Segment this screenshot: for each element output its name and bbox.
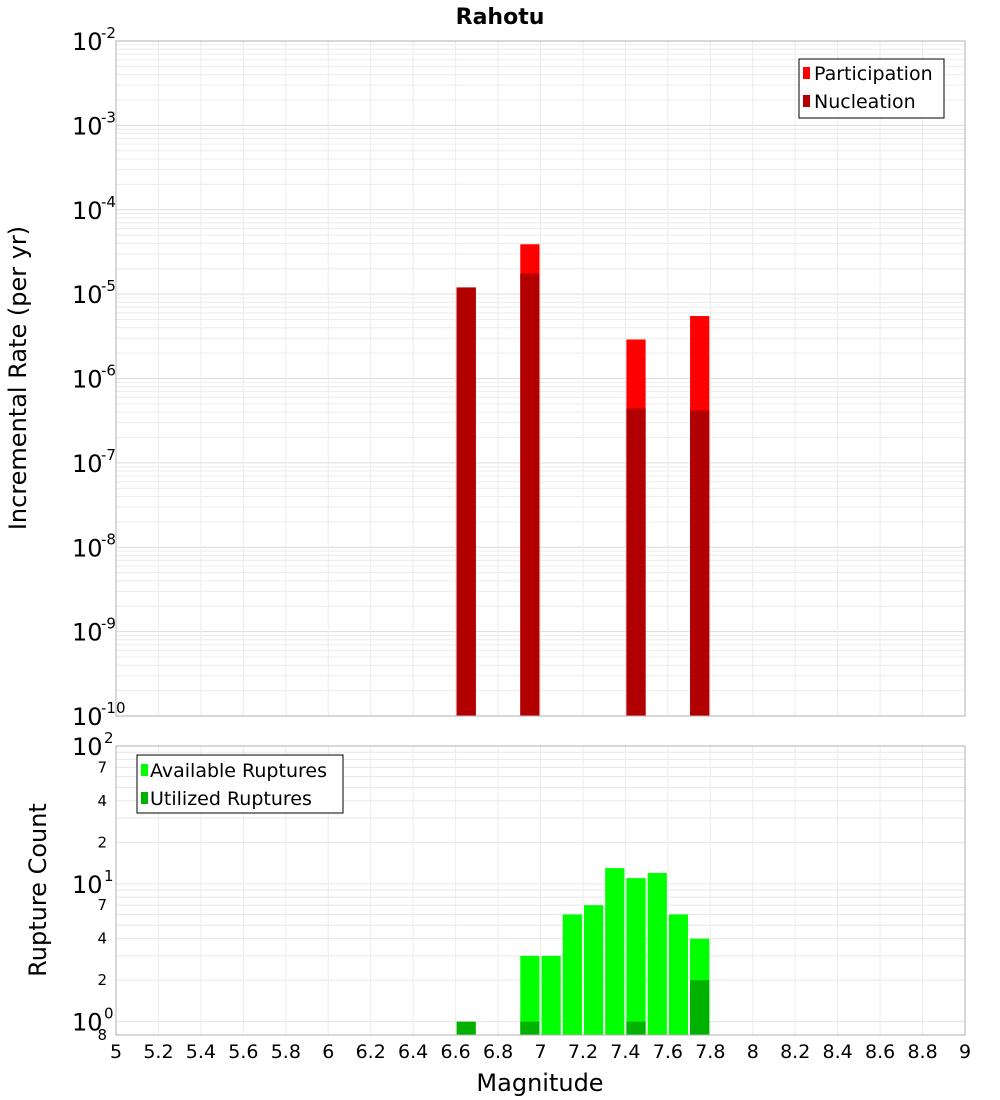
utilized-ruptures-legend-swatch	[141, 792, 148, 804]
count-bars	[456, 868, 710, 1035]
utilized-ruptures-bar	[456, 1021, 476, 1035]
rate-y-tick-label: 10	[72, 281, 103, 309]
count-y-tick-label: 10	[72, 871, 103, 899]
magnitude-x-tick-label: 6.2	[356, 1041, 386, 1063]
rate-y-tick-exponent: -7	[101, 446, 116, 464]
count-y-minor-tick-label: 4	[97, 792, 107, 810]
count-y-tick-label: 10	[72, 733, 103, 761]
rate-y-tick-exponent: -8	[101, 530, 116, 548]
rate-y-tick-exponent: -6	[101, 362, 116, 380]
count-plot-border	[115, 745, 966, 1036]
utilized-ruptures-legend-label: Utilized Ruptures	[150, 788, 312, 810]
rate-y-tick-label: 10	[72, 28, 103, 56]
count-y-minor-tick-label: 7	[97, 896, 107, 914]
rate-y-tick-label: 10	[72, 619, 103, 647]
count-legend: Available Ruptures Utilized Ruptures	[136, 754, 344, 814]
count-y-tick-exponent: 0	[104, 1005, 114, 1023]
magnitude-x-tick-label: 6.8	[483, 1041, 513, 1063]
rate-grid	[115, 41, 966, 717]
available-ruptures-bar	[605, 868, 625, 1035]
nucleation-legend-label: Nucleation	[814, 91, 916, 113]
rate-legend: Participation Nucleation	[798, 58, 945, 119]
rate-y-tick-label: 10	[72, 534, 103, 562]
available-ruptures-bar	[541, 955, 561, 1035]
rate-plot-border	[115, 40, 966, 717]
count-y-minor-tick-label: 8	[97, 1026, 107, 1044]
participation-legend-label: Participation	[814, 63, 933, 85]
utilized-ruptures-bar	[690, 980, 710, 1035]
chart-title: Rahotu	[456, 5, 545, 30]
rate-y-tick-label: 10	[72, 112, 103, 140]
available-ruptures-bar	[626, 878, 646, 1035]
magnitude-x-tick-label: 9	[959, 1041, 971, 1063]
nucleation-bar	[626, 408, 646, 716]
magnitude-x-tick-label: 7.8	[695, 1041, 725, 1063]
count-y-tick-exponent: 1	[104, 867, 114, 885]
count-y-axis-label: Rupture Count	[24, 803, 52, 977]
magnitude-x-tick-label: 5.4	[186, 1041, 216, 1063]
rate-y-tick-label: 10	[72, 366, 103, 394]
magnitude-x-tick-label: 7	[534, 1041, 546, 1063]
count-y-minor-tick-label: 2	[97, 971, 107, 989]
available-ruptures-bar	[520, 955, 540, 1035]
magnitude-x-tick-label: 8.4	[823, 1041, 853, 1063]
available-ruptures-legend-label: Available Ruptures	[150, 760, 327, 782]
available-ruptures-bar	[668, 914, 689, 1035]
magnitude-x-tick-label: 8	[747, 1041, 759, 1063]
magnitude-x-tick-label: 6	[322, 1041, 334, 1063]
count-y-tick-exponent: 2	[104, 729, 114, 747]
utilized-ruptures-bar	[520, 1021, 540, 1035]
utilized-ruptures-bar	[626, 1021, 646, 1035]
available-ruptures-bar	[583, 905, 604, 1035]
participation-legend-swatch	[803, 67, 810, 79]
magnitude-x-tick-label: 8.8	[907, 1041, 937, 1063]
magnitude-x-tick-label: 8.2	[780, 1041, 810, 1063]
magnitude-x-tick-label: 6.4	[398, 1041, 428, 1063]
magnitude-x-axis-label: Magnitude	[476, 1069, 603, 1097]
available-ruptures-bar	[562, 914, 582, 1035]
count-y-minor-tick-label: 7	[97, 758, 107, 776]
nucleation-bar	[690, 410, 710, 716]
rate-y-axis-label: Incremental Rate (per yr)	[4, 226, 32, 530]
rate-y-tick-exponent: -9	[101, 615, 116, 633]
rate-legend-box	[798, 58, 945, 119]
nucleation-bar	[456, 287, 476, 716]
rate-y-tick-label: 10	[72, 450, 103, 478]
rate-y-tick-exponent: -10	[101, 699, 126, 717]
rate-y-tick-label: 10	[72, 703, 103, 731]
available-ruptures-legend-swatch	[141, 764, 148, 776]
count-y-minor-tick-label: 2	[97, 833, 107, 851]
rate-y-tick-exponent: -2	[101, 24, 116, 42]
magnitude-x-ticks: 5 5.2 5.4 5.6 5.8 6 6.2 6.4 6.6 6.8 7 7.2 7.4 7.6 7.8 8…	[110, 1041, 971, 1063]
magnitude-x-tick-label: 6.6	[440, 1041, 470, 1063]
rate-y-tick-exponent: -3	[101, 108, 116, 126]
magnitude-x-tick-label: 5	[110, 1041, 122, 1063]
magnitude-x-tick-label: 7.4	[610, 1041, 640, 1063]
magnitude-x-tick-label: 7.6	[653, 1041, 683, 1063]
rate-bars	[456, 244, 710, 717]
available-ruptures-bar	[647, 872, 667, 1035]
count-y-tick-label: 10	[72, 1009, 103, 1037]
count-y-minor-tick-label: 4	[97, 930, 107, 948]
rate-y-tick-label: 10	[72, 197, 103, 225]
count-legend-box	[136, 754, 344, 814]
magnitude-x-tick-label: 5.8	[271, 1041, 301, 1063]
magnitude-x-tick-label: 5.6	[228, 1041, 258, 1063]
magnitude-x-tick-label: 7.2	[568, 1041, 598, 1063]
rate-y-tick-exponent: -5	[101, 277, 116, 295]
nucleation-bar	[520, 273, 540, 716]
nucleation-legend-swatch	[803, 95, 810, 107]
magnitude-x-tick-label: 8.6	[865, 1041, 895, 1063]
magnitude-x-tick-label: 5.2	[143, 1041, 173, 1063]
rate-y-tick-exponent: -4	[101, 193, 116, 211]
